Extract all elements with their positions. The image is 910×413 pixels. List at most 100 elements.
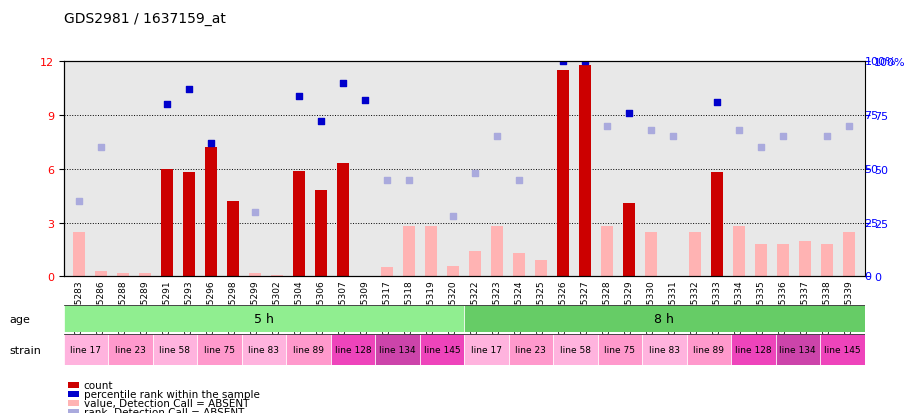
Bar [777,244,789,277]
Point [402,177,417,183]
Bar [117,273,129,277]
Point [490,134,504,140]
FancyBboxPatch shape [464,306,864,332]
Point [753,145,768,151]
FancyBboxPatch shape [686,335,731,366]
Point [314,119,329,126]
Point [776,134,791,140]
FancyBboxPatch shape [108,335,153,366]
Point [732,127,746,134]
Bar [623,203,635,277]
FancyBboxPatch shape [509,335,553,366]
Bar [843,232,855,277]
Point [160,102,175,108]
Text: line 89: line 89 [693,346,724,354]
Bar [139,273,151,277]
Text: 50: 50 [864,164,878,174]
FancyBboxPatch shape [64,306,464,332]
Point [511,177,526,183]
Point [578,59,592,65]
Bar [513,254,525,277]
Text: 100%: 100% [864,57,896,67]
Bar [205,148,217,277]
FancyBboxPatch shape [420,335,464,366]
Bar [755,244,767,277]
Bar [183,173,195,277]
Bar [733,227,745,277]
FancyBboxPatch shape [242,335,286,366]
Bar [381,268,393,277]
Point [710,100,724,106]
Text: 8 h: 8 h [654,313,674,325]
Text: line 128: line 128 [335,346,371,354]
Bar [645,232,657,277]
FancyBboxPatch shape [153,335,197,366]
Point [446,213,460,220]
Point [622,110,636,117]
FancyBboxPatch shape [598,335,642,366]
Text: value, Detection Call = ABSENT: value, Detection Call = ABSENT [84,398,249,408]
Text: percentile rank within the sample: percentile rank within the sample [84,389,259,399]
Bar [337,164,349,277]
FancyBboxPatch shape [731,335,775,366]
FancyBboxPatch shape [775,335,820,366]
FancyBboxPatch shape [64,335,108,366]
Point [820,134,834,140]
Text: count: count [84,380,113,390]
Point [336,80,350,87]
Text: line 83: line 83 [649,346,680,354]
Point [204,140,218,147]
Bar [315,191,328,277]
Point [248,209,262,216]
Bar [535,261,547,277]
Bar [73,232,86,277]
Bar [579,66,592,277]
Text: line 89: line 89 [293,346,324,354]
Point [842,123,856,130]
Text: strain: strain [9,345,41,355]
Text: line 17: line 17 [470,346,501,354]
Bar [711,173,723,277]
Point [358,97,372,104]
Text: 25: 25 [864,218,879,228]
Bar [557,71,569,277]
Point [556,59,571,65]
Text: 5 h: 5 h [254,313,274,325]
Bar [821,244,834,277]
Bar [469,252,481,277]
Bar [161,169,173,277]
Text: line 75: line 75 [604,346,635,354]
Bar [425,227,437,277]
Text: line 134: line 134 [379,346,416,354]
FancyBboxPatch shape [330,335,375,366]
Point [468,170,482,177]
Text: line 145: line 145 [423,346,460,354]
Point [94,145,108,151]
Bar [447,266,460,277]
Bar [249,273,261,277]
Bar [293,171,305,277]
Point [379,177,394,183]
Text: line 23: line 23 [115,346,146,354]
Point [182,87,197,93]
FancyBboxPatch shape [286,335,330,366]
Bar [95,271,107,277]
Bar [228,202,239,277]
Bar [601,227,613,277]
Text: rank, Detection Call = ABSENT: rank, Detection Call = ABSENT [84,407,244,413]
Bar [689,232,701,277]
FancyBboxPatch shape [197,335,242,366]
Text: 75: 75 [864,111,879,121]
Text: 0: 0 [864,272,872,282]
Point [600,123,614,130]
Point [666,134,681,140]
FancyBboxPatch shape [464,335,509,366]
Text: line 83: line 83 [248,346,279,354]
Point [72,198,86,205]
Point [643,127,658,134]
FancyBboxPatch shape [553,335,598,366]
Text: GDS2981 / 1637159_at: GDS2981 / 1637159_at [64,12,226,26]
FancyBboxPatch shape [375,335,420,366]
Text: line 17: line 17 [70,346,101,354]
Text: line 134: line 134 [780,346,816,354]
